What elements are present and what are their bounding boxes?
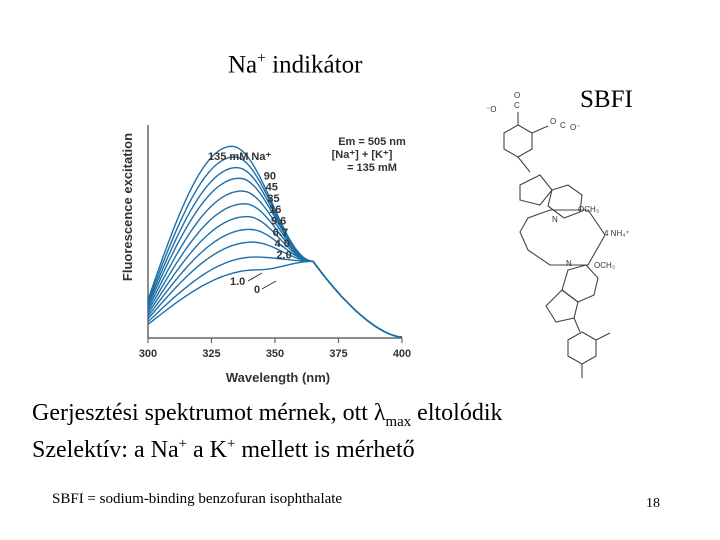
info-box-line-3: = 135 mM (347, 162, 397, 174)
atom-label: C (560, 121, 566, 130)
bond (573, 317, 581, 333)
atom-label: O (514, 91, 520, 100)
atom-label: N (552, 215, 558, 224)
upper-benzofuran-ring (547, 184, 583, 219)
series-label-7: 4.0 (275, 238, 290, 250)
series-label-4: 16 (269, 204, 281, 216)
page-number: 18 (646, 496, 660, 511)
series-label-8: 2.0 (276, 249, 291, 261)
footnote: SBFI = sodium-binding benzofuran isophth… (52, 491, 343, 507)
x-tick-label-1: 325 (202, 348, 220, 360)
sbfi-structure (503, 112, 611, 378)
series-label-2: 45 (266, 182, 278, 194)
lower-benzofuran (545, 289, 579, 323)
crown-ether-ring (519, 209, 606, 266)
atom-label: O (550, 117, 556, 126)
series-line-8 (147, 241, 403, 338)
upper-benzofuran (519, 174, 553, 206)
atom-label: C (514, 101, 520, 110)
x-tick-label-4: 400 (393, 348, 411, 360)
series-label-6: 6.7 (273, 227, 288, 239)
series-label-1: 90 (264, 170, 276, 182)
x-tick-label-0: 300 (139, 348, 157, 360)
series-label-3: 35 (267, 193, 279, 205)
info-box-line-1: Em = 505 nm (338, 136, 406, 148)
atom-label: N (566, 259, 572, 268)
bond (595, 332, 611, 341)
x-axis-label: Wavelength (nm) (226, 370, 330, 385)
info-box-line-2: [Na⁺] + [K⁺] (332, 149, 393, 161)
description-line-2: Szelektív: a Na+ a K+ mellett is mérhető (32, 436, 415, 463)
label-leader-10 (261, 280, 277, 290)
description-line-1: Gerjesztési spektrumot mérnek, ott λmax … (32, 400, 503, 430)
slide-title: Na+ indikátor (228, 50, 363, 79)
series-label-5: 9.6 (271, 216, 286, 228)
x-tick-label-3: 375 (329, 348, 347, 360)
top-benzene-ring (503, 124, 533, 158)
bottom-benzene-ring (567, 331, 597, 365)
bond (531, 125, 549, 134)
atom-label: OCH₃ (594, 261, 615, 270)
x-ticks: 300 325 350 375 400 (139, 338, 411, 360)
series-lines (147, 145, 403, 338)
compound-label: SBFI (580, 86, 633, 113)
info-box: Em = 505 nm [Na⁺] + [K⁺] = 135 mM (332, 136, 406, 174)
series-label-10: 0 (254, 284, 260, 296)
structure-labels: ⁻O C O O C O⁻ N N OCH₃ OCH₃ 4 NH₄⁺ (486, 91, 630, 270)
bond (517, 156, 531, 173)
label-leaders (247, 272, 277, 290)
counter-ion-label: 4 NH₄⁺ (604, 229, 630, 238)
series-line-9 (147, 256, 403, 338)
atom-label: ⁻O (486, 105, 496, 114)
series-line-10 (147, 260, 403, 338)
label-leader-9 (247, 272, 263, 282)
atom-label: OCH₃ (578, 205, 599, 214)
series-label-0: 135 mM Na⁺ (208, 151, 271, 163)
atom-label: O⁻ (570, 123, 580, 132)
x-tick-label-2: 350 (266, 348, 284, 360)
series-label-9: 1.0 (230, 276, 245, 288)
y-axis-label: Fluorescence excitation (120, 133, 135, 281)
lower-benzofuran-ring (561, 264, 599, 303)
